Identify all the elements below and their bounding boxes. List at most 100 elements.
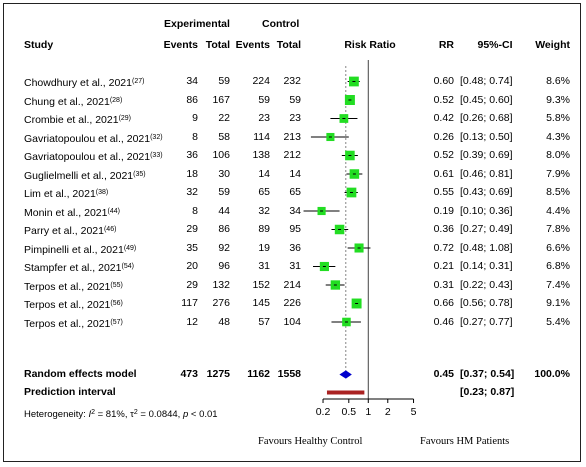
pooled-weight: 100.0% xyxy=(534,368,570,380)
header-ci: 95%-CI xyxy=(477,39,513,51)
study-name: Terpos et al., 2021(55) xyxy=(24,279,123,294)
favours-right-label: Favours HM Patients xyxy=(420,436,510,447)
study-rr: 0.61 xyxy=(433,167,454,180)
prediction-interval-bar xyxy=(326,390,365,395)
study-ci: [0.43; 0.69] xyxy=(460,186,513,198)
study-rr: 0.46 xyxy=(433,315,454,328)
study-weight: 6.6% xyxy=(546,241,570,254)
study-name-text: Gavriatopoulou et al., 2021 xyxy=(24,151,151,163)
study-rr: 0.21 xyxy=(433,260,454,272)
study-name-text: Lim et al., 2021 xyxy=(24,188,96,200)
study-ci: [0.56; 0.78] xyxy=(460,297,513,309)
study-ref: (44) xyxy=(107,207,120,215)
header-rr: RR xyxy=(438,39,454,51)
study-exp-events: 36 xyxy=(186,149,198,161)
prediction-label: Prediction interval xyxy=(24,386,116,398)
header-ctrl-events: Events xyxy=(235,39,270,51)
study-name-text: Terpos et al., 2021 xyxy=(24,280,111,293)
study-name-text: Stampfer et al., 2021 xyxy=(24,262,122,274)
study-ref: (55) xyxy=(110,281,123,289)
study-exp-total: 96 xyxy=(218,260,230,272)
study-weight: 8.5% xyxy=(546,186,570,198)
study-rr: 0.66 xyxy=(433,297,454,309)
study-weight: 7.9% xyxy=(546,167,570,180)
study-name: Gavriatopoulou et al., 2021(32) xyxy=(24,131,163,146)
study-ctrl-total: 31 xyxy=(289,260,301,272)
study-ci: [0.48; 1.08] xyxy=(460,241,513,254)
study-ref: (27) xyxy=(131,78,145,85)
study-exp-events: 32 xyxy=(186,186,198,198)
study-rr: 0.72 xyxy=(433,241,454,254)
study-exp-events: 8 xyxy=(192,130,198,143)
study-ci: [0.26; 0.68] xyxy=(460,112,513,124)
study-ctrl-total: 34 xyxy=(289,204,301,217)
header-group-experimental: Experimental xyxy=(164,18,230,30)
study-ctrl-total: 232 xyxy=(283,75,301,87)
study-ctrl-events: 65 xyxy=(258,186,270,198)
study-exp-events: 18 xyxy=(186,167,198,180)
pooled-exp-total: 1275 xyxy=(206,368,230,380)
study-exp-total: 59 xyxy=(218,75,230,87)
study-ref: (29) xyxy=(118,115,132,122)
study-exp-events: 117 xyxy=(181,297,198,309)
study-exp-total: 58 xyxy=(218,130,230,143)
study-exp-total: 44 xyxy=(218,204,230,217)
study-ci: [0.46; 0.81] xyxy=(460,167,513,180)
figure-frame xyxy=(3,3,581,462)
study-name-text: Monin et al., 2021 xyxy=(24,206,108,219)
study-ctrl-total: 95 xyxy=(289,223,301,235)
study-ctrl-events: 31 xyxy=(258,260,270,272)
study-ref: (56) xyxy=(110,300,123,307)
study-ci: [0.48; 0.74] xyxy=(460,75,513,87)
study-ctrl-events: 224 xyxy=(252,75,270,87)
study-name-text: Chung et al., 2021 xyxy=(24,95,110,108)
study-ref: (38) xyxy=(95,189,109,196)
study-exp-total: 30 xyxy=(218,167,230,180)
study-ref: (35) xyxy=(133,170,146,178)
study-ci: [0.27; 0.77] xyxy=(460,315,513,328)
study-ctrl-total: 212 xyxy=(283,149,301,161)
study-exp-total: 132 xyxy=(212,278,230,291)
study-weight: 5.4% xyxy=(546,315,570,328)
study-weight: 4.3% xyxy=(546,130,570,143)
study-ctrl-total: 59 xyxy=(289,93,301,106)
study-ctrl-events: 138 xyxy=(252,149,270,161)
study-name: Lim et al., 2021(38) xyxy=(24,186,108,201)
study-exp-events: 86 xyxy=(186,93,198,106)
study-exp-events: 29 xyxy=(186,278,198,291)
study-name-text: Gavriatopoulou et al., 2021 xyxy=(24,132,151,145)
study-name: Gavriatopoulou et al., 2021(33) xyxy=(24,149,163,164)
study-exp-total: 22 xyxy=(218,112,230,124)
study-rr: 0.31 xyxy=(433,278,454,291)
study-ref: (46) xyxy=(103,226,117,233)
x-axis-tick-label: 5 xyxy=(411,406,417,418)
study-exp-total: 167 xyxy=(212,93,230,106)
study-exp-total: 86 xyxy=(218,223,230,235)
header-group-control: Control xyxy=(262,18,300,30)
study-ctrl-total: 65 xyxy=(289,186,301,198)
x-axis-tick-label: 2 xyxy=(385,406,391,418)
study-exp-events: 29 xyxy=(186,223,198,235)
study-exp-events: 34 xyxy=(186,75,198,87)
study-ctrl-events: 59 xyxy=(258,93,270,106)
study-name: Parry et al., 2021(46) xyxy=(24,223,116,238)
study-name-text: Terpos et al., 2021 xyxy=(24,317,111,330)
study-exp-events: 20 xyxy=(186,260,198,272)
study-name-text: Terpos et al., 2021 xyxy=(24,299,111,311)
study-ref: (28) xyxy=(109,96,123,104)
study-name: Terpos et al., 2021(57) xyxy=(24,316,123,331)
x-axis-tick-label: 0.5 xyxy=(341,406,356,418)
study-name: Chowdhury et al., 2021(27) xyxy=(24,75,144,90)
study-ctrl-events: 152 xyxy=(252,278,270,291)
study-ctrl-total: 36 xyxy=(289,241,301,254)
pooled-ctrl-total: 1558 xyxy=(277,368,301,380)
study-ci: [0.13; 0.50] xyxy=(460,130,513,143)
study-ctrl-events: 23 xyxy=(258,112,270,124)
study-rr: 0.52 xyxy=(433,149,454,161)
study-weight: 8.6% xyxy=(546,75,570,87)
study-weight: 9.1% xyxy=(546,297,570,309)
pooled-diamond xyxy=(339,370,352,379)
study-exp-total: 92 xyxy=(218,241,230,254)
pooled-label: Random effects model xyxy=(24,368,137,380)
